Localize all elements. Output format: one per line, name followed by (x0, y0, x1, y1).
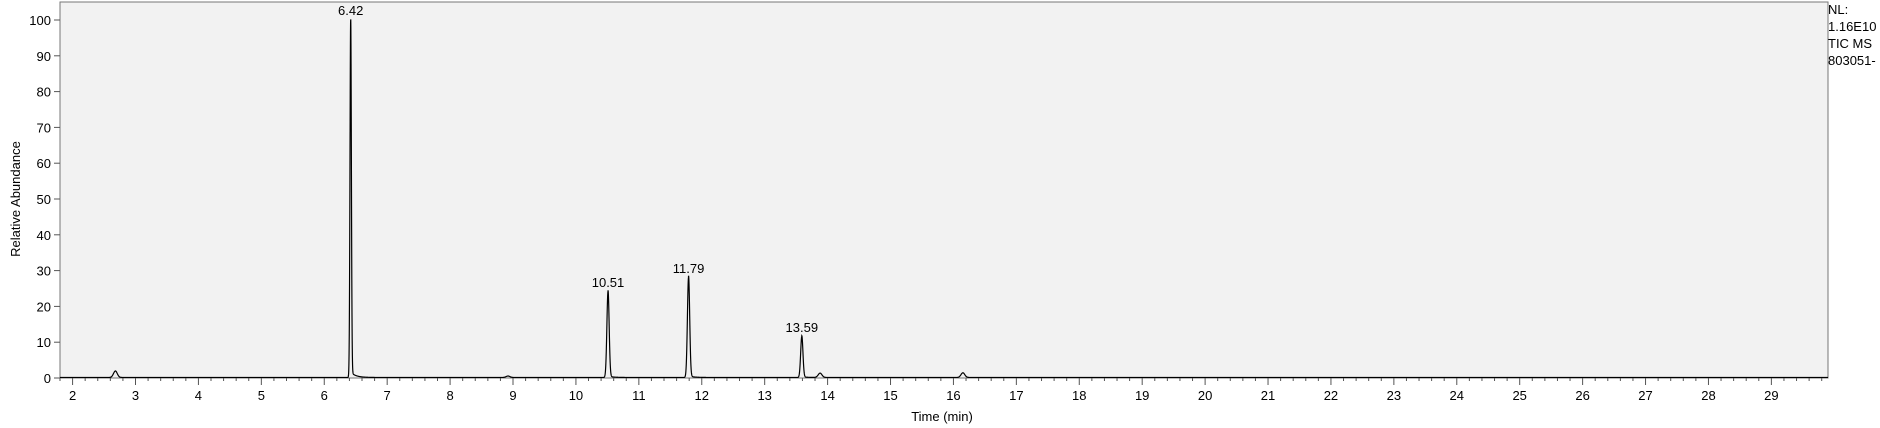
x-tick-label: 14 (820, 388, 834, 403)
x-tick-label: 11 (632, 388, 646, 403)
y-tick-label: 90 (37, 49, 51, 64)
x-tick-label: 28 (1701, 388, 1715, 403)
nl-label: NL: (1828, 2, 1849, 17)
peak-label: 11.79 (673, 261, 705, 276)
x-tick-label: 13 (757, 388, 771, 403)
x-tick-label: 19 (1135, 388, 1149, 403)
x-tick-label: 7 (384, 388, 391, 403)
y-tick-label: 0 (44, 371, 51, 386)
x-tick-label: 17 (1009, 388, 1023, 403)
peak-label: 13.59 (786, 320, 819, 335)
y-tick-label: 100 (29, 13, 51, 28)
plot-area (59, 1, 1829, 379)
trace-type: TIC MS (1828, 36, 1873, 51)
x-tick-label: 20 (1198, 388, 1212, 403)
x-axis-title: Time (min) (911, 409, 973, 424)
x-tick-label: 24 (1450, 388, 1464, 403)
y-tick-label: 50 (37, 192, 51, 207)
x-tick-label: 29 (1764, 388, 1778, 403)
y-axis-title: Relative Abundance (8, 141, 23, 257)
x-tick-label: 21 (1261, 388, 1275, 403)
x-tick-label: 18 (1072, 388, 1086, 403)
x-tick-label: 25 (1512, 388, 1526, 403)
y-tick-label: 30 (37, 264, 51, 279)
peak-label: 10.51 (592, 275, 625, 290)
x-tick-label: 10 (569, 388, 583, 403)
y-tick-label: 20 (37, 299, 51, 314)
peak-labels: 6.42 10.51 11.79 13.59 (338, 3, 818, 335)
y-tick-label: 60 (37, 156, 51, 171)
x-tick-label: 4 (195, 388, 202, 403)
x-tick-label: 27 (1638, 388, 1652, 403)
normalization-info: NL: 1.16E10 TIC MS 803051- (1828, 1, 1880, 69)
x-tick-label: 26 (1575, 388, 1589, 403)
x-tick-label: 12 (695, 388, 709, 403)
file-name: 803051- (1828, 53, 1876, 68)
x-tick-label: 23 (1387, 388, 1401, 403)
x-tick-label: 15 (883, 388, 897, 403)
y-tick-label: 80 (37, 85, 51, 100)
x-axis: 2 3 4 5 6 7 8 9 10 11 12 13 14 15 16 17 18 19 20 21 22 23 24 25… (59, 378, 1823, 403)
y-axis: 0 10 20 30 40 50 60 70 80 90 100 (29, 13, 60, 386)
x-tick-label: 3 (132, 388, 139, 403)
x-tick-label: 6 (321, 388, 328, 403)
y-tick-label: 70 (37, 120, 51, 135)
x-tick-label: 8 (446, 388, 453, 403)
x-tick-label: 16 (946, 388, 960, 403)
y-tick-label: 40 (37, 228, 51, 243)
tic-trace (60, 19, 1828, 379)
peak-label: 6.42 (338, 3, 363, 18)
x-tick-label: 22 (1324, 388, 1338, 403)
y-tick-label: 10 (37, 335, 51, 350)
x-tick-label: 9 (509, 388, 516, 403)
x-tick-label: 2 (69, 388, 76, 403)
nl-value: 1.16E10 (1828, 19, 1877, 34)
x-tick-label: 5 (258, 388, 265, 403)
